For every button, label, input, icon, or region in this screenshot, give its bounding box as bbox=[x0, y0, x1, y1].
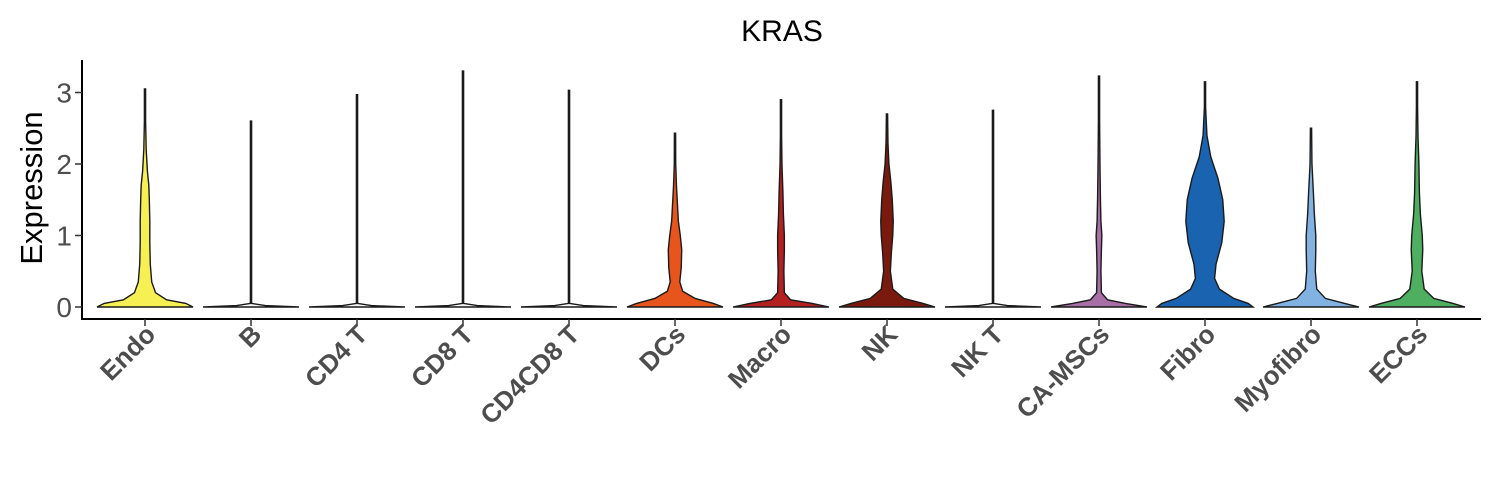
y-axis-label: Expression bbox=[14, 111, 49, 264]
x-tick-label: NK bbox=[855, 319, 903, 367]
violin-myofibro bbox=[1262, 127, 1360, 308]
violin-cd4cd8-t bbox=[520, 89, 618, 308]
chart-title: KRAS bbox=[741, 15, 823, 48]
violin-nk-t bbox=[944, 109, 1042, 308]
violin-eccs bbox=[1368, 81, 1466, 308]
x-tick-label: CD4 T bbox=[299, 319, 373, 393]
x-tick-label: Fibro bbox=[1154, 319, 1221, 386]
y-tick-label: 1 bbox=[56, 221, 72, 252]
x-tick-label: DCs bbox=[633, 319, 691, 377]
y-ticks-group: 0 1 2 3 bbox=[56, 78, 82, 323]
violins-group bbox=[96, 70, 1466, 308]
violin-cd8-t bbox=[414, 70, 512, 308]
x-tick-label: ECCs bbox=[1363, 319, 1433, 389]
violin-macro bbox=[732, 98, 830, 308]
violin-dcs bbox=[626, 132, 724, 308]
x-tick-label: Myofibro bbox=[1228, 319, 1327, 418]
x-tick-label: CD8 T bbox=[405, 319, 479, 393]
x-tick-label: NK T bbox=[945, 319, 1009, 383]
violin-endo bbox=[96, 88, 194, 308]
y-tick-label: 2 bbox=[56, 149, 72, 180]
violin-b bbox=[202, 120, 300, 308]
y-tick-label: 3 bbox=[56, 78, 72, 109]
violin-cd4-t bbox=[308, 93, 406, 308]
x-tick-label: Endo bbox=[94, 319, 161, 386]
x-tick-label: CD4CD8 T bbox=[474, 319, 585, 430]
x-tick-label: Macro bbox=[722, 319, 797, 394]
violin-ca-mscs bbox=[1050, 75, 1148, 308]
x-tick-label: CA-MSCs bbox=[1010, 319, 1115, 424]
x-tick-label: B bbox=[233, 319, 267, 353]
violin-fibro bbox=[1154, 81, 1256, 308]
violin-nk bbox=[838, 113, 936, 308]
y-tick-label: 0 bbox=[56, 292, 72, 323]
